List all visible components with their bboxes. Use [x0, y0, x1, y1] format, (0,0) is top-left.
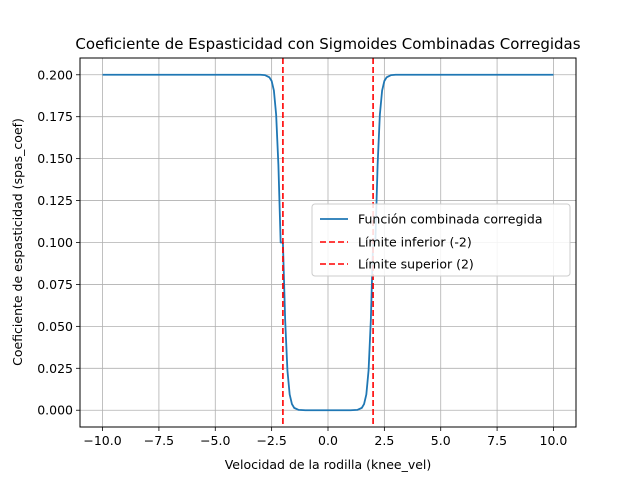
x-tick-label: −5.0 [200, 433, 230, 448]
y-tick-label: 0.125 [37, 193, 73, 208]
y-tick-label: 0.000 [37, 403, 73, 418]
x-tick-label: 0.0 [318, 433, 338, 448]
y-tick-label: 0.075 [37, 277, 73, 292]
x-axis-label: Velocidad de la rodilla (knee_vel) [225, 457, 432, 472]
y-tick-label: 0.025 [37, 361, 73, 376]
y-tick-label: 0.175 [37, 109, 73, 124]
x-tick-label: 5.0 [431, 433, 451, 448]
y-tick-label: 0.100 [37, 235, 73, 250]
legend-entry-combined: Función combinada corregida [358, 212, 543, 227]
x-tick-label: −2.5 [256, 433, 286, 448]
x-tick-label: −7.5 [144, 433, 174, 448]
x-tick-label: 10.0 [540, 433, 568, 448]
y-tick-label: 0.200 [37, 67, 73, 82]
legend-box [311, 203, 571, 277]
chart-title: Coeficiente de Espasticidad con Sigmoide… [75, 35, 580, 53]
legend-entry-upper: Límite superior (2) [358, 257, 474, 272]
y-tick-label: 0.050 [37, 319, 73, 334]
x-tick-label: 2.5 [374, 433, 394, 448]
x-tick-label: 7.5 [487, 433, 507, 448]
legend-entry-lower: Límite inferior (-2) [358, 235, 472, 250]
line-series [102, 73, 554, 412]
x-ticks: −10.0 −7.5 −5.0 −2.5 0.0 2.5 5.0 7.5 10.0 [83, 427, 567, 448]
y-ticks: 0.000 0.025 0.050 0.075 0.100 0.125 0.150 0.175… [37, 67, 80, 418]
y-tick-label: 0.150 [37, 151, 73, 166]
legend: Función combinada corregida Límite infer… [311, 203, 571, 277]
x-tick-label: −10.0 [83, 433, 121, 448]
y-axis-label: Coeficiente de espasticidad (spas_coef) [10, 118, 25, 366]
